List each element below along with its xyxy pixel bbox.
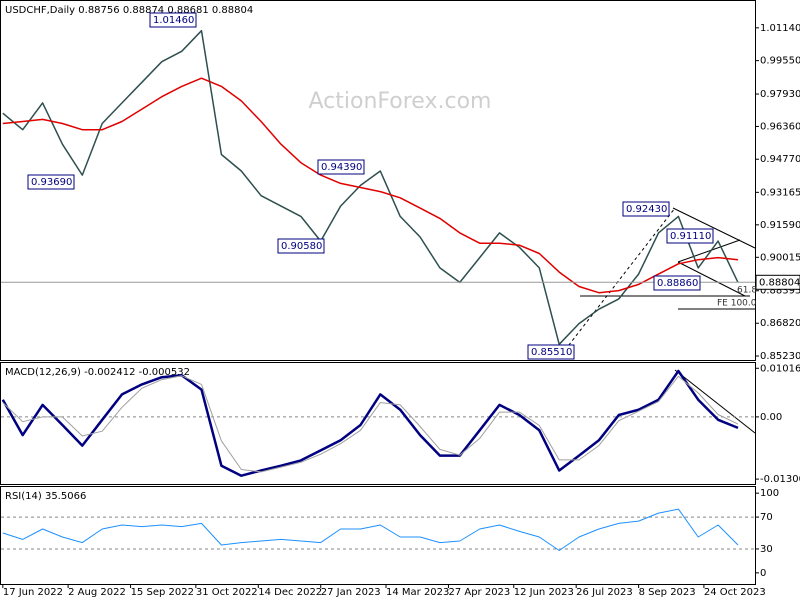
annotation-box [27, 174, 75, 190]
trendline [677, 239, 741, 263]
series-line [1, 369, 739, 477]
annotation-box [277, 238, 325, 254]
macd-trendline [674, 369, 756, 434]
y-tick-label: 0.91590 [760, 220, 800, 231]
annotation-box [527, 344, 575, 360]
annotation: 0.85510 [531, 347, 572, 358]
series-line [2, 77, 739, 294]
current-price-box [755, 274, 800, 290]
annotation: 0.91110 [670, 231, 711, 242]
watermark: ActionForex.com [309, 89, 492, 114]
y-tick-label: 0.88395 [760, 286, 800, 297]
y-tick-label: 0.96360 [760, 121, 800, 132]
rsi-panel [0, 486, 756, 585]
panel-title: RSI(14) 35.5066 [5, 491, 86, 502]
y-tick-label: 0.85230 [760, 351, 800, 362]
series-line [2, 508, 739, 551]
x-tick-label: 17 Jun 2022 [3, 587, 63, 598]
x-tick-label: 27 Jan 2023 [321, 587, 381, 598]
panel-title: MACD(12,26,9) -0.002412 -0.000532 [5, 367, 190, 378]
y-tick-label: 0.97930 [760, 89, 800, 100]
annotation: 61.8 [737, 286, 757, 296]
annotation-box [149, 12, 197, 28]
x-tick-label: 24 Oct 2023 [704, 587, 766, 598]
series-line [2, 29, 739, 346]
y-tick-label: 30 [760, 544, 773, 555]
y-tick-label: 0.90015 [760, 252, 800, 263]
annotation: 0.94390 [321, 162, 362, 173]
y-tick-label: 0.010166 [760, 363, 800, 374]
y-tick-label: 0.93165 [760, 187, 800, 198]
annotation: 0.88860 [657, 278, 698, 289]
x-tick-label: 14 Mar 2023 [386, 587, 449, 598]
annotation: 0.93690 [31, 177, 72, 188]
x-tick-label: 2 Aug 2022 [68, 587, 126, 598]
current-price-label: 0.88804 [759, 277, 800, 288]
series-line [2, 375, 739, 473]
y-tick-label: 1.01140 [760, 23, 800, 34]
annotation: 1.01460 [153, 15, 194, 26]
panel-title: USDCHF,Daily 0.88756 0.88874 0.88681 0.8… [5, 5, 253, 16]
annotation-box [317, 159, 365, 175]
y-tick-label: 0.00 [760, 412, 782, 423]
annotation: 0.90580 [281, 241, 322, 252]
y-tick-label: -0.013006 [760, 474, 800, 485]
annotation: 0.92430 [626, 204, 667, 215]
trendline [672, 207, 756, 249]
y-tick-label: 70 [760, 512, 773, 523]
price-panel [0, 0, 756, 361]
x-tick-label: 14 Dec 2022 [258, 587, 322, 598]
x-tick-label: 15 Sep 2022 [131, 587, 194, 598]
trendlines [564, 207, 756, 434]
x-tick-label: 26 Jul 2023 [576, 587, 633, 598]
x-tick-label: 12 Jun 2023 [514, 587, 574, 598]
y-tick-label: 0.94770 [760, 154, 800, 165]
y-tick-label: 0 [760, 568, 766, 579]
annotation-box [622, 201, 670, 217]
annotation-box [666, 228, 714, 244]
y-tick-label: 100 [760, 488, 779, 499]
x-tick-label: 27 Apr 2023 [448, 587, 510, 598]
x-tick-label: 8 Sep 2023 [639, 587, 696, 598]
y-tick-label: 0.99550 [760, 56, 800, 67]
trendline [677, 261, 746, 297]
annotation-box [653, 275, 701, 291]
x-tick-label: 31 Oct 2022 [196, 587, 258, 598]
y-tick-label: 0.86820 [760, 318, 800, 329]
macd-panel [0, 362, 756, 485]
annotation: FE 100.0 [717, 299, 757, 309]
